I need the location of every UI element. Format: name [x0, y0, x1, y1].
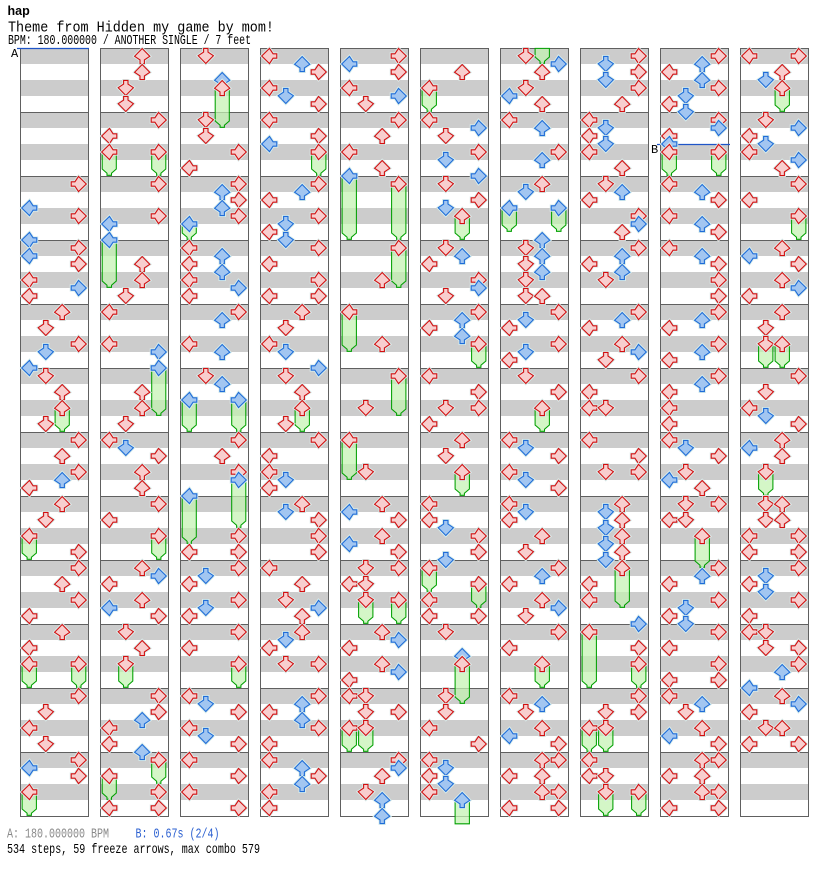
svg-text:A: 180.000000 BPM: A: 180.000000 BPM [7, 827, 109, 843]
svg-text:B: 0.67s (2/4): B: 0.67s (2/4) [136, 827, 220, 843]
svg-text:BPM: 180.000000 / ANOTHER SING: BPM: 180.000000 / ANOTHER SINGLE / 7 fee… [8, 33, 251, 49]
svg-text:A: A [11, 47, 19, 61]
svg-text:B: B [651, 143, 658, 157]
svg-text:hap: hap [8, 4, 31, 18]
svg-text:534 steps, 59 freeze arrows, m: 534 steps, 59 freeze arrows, max combo 5… [7, 842, 260, 858]
svg-text:Theme from Hidden my game by m: Theme from Hidden my game by mom! [8, 19, 274, 36]
